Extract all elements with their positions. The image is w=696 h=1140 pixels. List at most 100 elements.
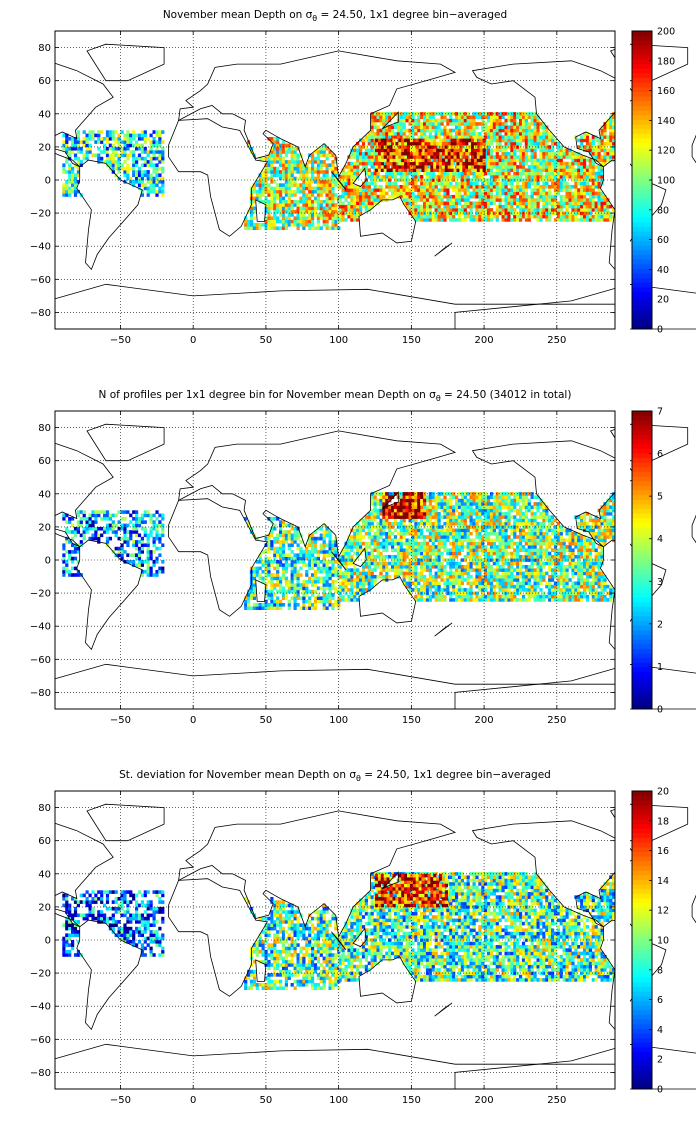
data-cell <box>457 132 462 136</box>
data-cell <box>287 536 291 541</box>
data-cell <box>524 214 528 219</box>
data-cell <box>418 141 422 146</box>
data-cell <box>284 533 288 538</box>
data-cell <box>273 140 277 144</box>
data-cell <box>126 510 130 514</box>
data-cell <box>331 540 335 544</box>
data-cell <box>431 218 435 222</box>
data-cell <box>489 218 494 222</box>
data-cell <box>319 180 323 184</box>
data-cell <box>473 151 478 156</box>
data-cell <box>311 533 315 538</box>
data-cell <box>328 153 332 158</box>
data-cell <box>367 584 371 589</box>
data-cell <box>417 214 421 219</box>
data-cell <box>347 555 351 559</box>
data-cell <box>388 185 392 189</box>
data-cell <box>571 178 575 182</box>
data-cell <box>392 158 396 163</box>
data-cell <box>308 596 312 600</box>
data-cell <box>449 115 453 119</box>
data-cell <box>73 183 78 187</box>
data-cell <box>556 185 560 189</box>
data-cell <box>252 573 256 577</box>
data-cell <box>609 204 613 209</box>
data-cell <box>487 211 491 216</box>
data-cell <box>279 523 283 528</box>
data-cell <box>556 178 560 182</box>
data-cell <box>361 155 366 159</box>
data-cell <box>536 161 540 166</box>
data-cell <box>123 140 127 144</box>
data-cell <box>530 165 534 169</box>
data-cell <box>267 166 271 171</box>
data-cell <box>539 208 543 212</box>
data-cell <box>270 226 274 230</box>
data-cell <box>456 161 460 166</box>
data-cell <box>302 219 306 224</box>
data-cell <box>425 201 430 206</box>
data-cell <box>530 158 534 163</box>
data-cell <box>594 185 598 189</box>
data-cell <box>548 175 552 179</box>
data-cell <box>287 166 291 171</box>
data-cell <box>504 218 508 222</box>
data-cell <box>385 135 389 139</box>
data-cell <box>385 185 389 189</box>
data-cell <box>302 206 306 211</box>
data-cell <box>460 211 464 216</box>
colorbar-swatch <box>632 319 652 325</box>
data-cell <box>135 546 139 551</box>
data-cell <box>562 171 566 176</box>
colorbar-swatch <box>632 245 652 251</box>
data-cell <box>440 218 444 222</box>
data-cell <box>600 158 604 163</box>
data-cell <box>580 175 584 179</box>
data-cell <box>287 586 291 591</box>
data-cell <box>489 201 494 206</box>
data-cell <box>290 540 294 544</box>
data-cell <box>504 135 508 139</box>
data-cell <box>152 513 156 518</box>
data-cell <box>296 586 300 591</box>
data-cell <box>606 125 610 129</box>
data-cell <box>347 165 351 169</box>
data-cell <box>553 175 558 179</box>
data-cell <box>401 148 405 153</box>
data-cell <box>425 181 430 186</box>
data-cell <box>536 122 540 126</box>
data-cell <box>524 122 528 126</box>
data-cell <box>383 165 387 169</box>
data-cell <box>97 130 101 134</box>
data-cell <box>504 171 508 176</box>
data-cell <box>364 198 368 202</box>
data-cell <box>460 118 464 123</box>
data-cell <box>296 176 300 181</box>
data-cell <box>334 160 338 164</box>
data-cell <box>353 218 357 222</box>
data-cell <box>311 573 315 577</box>
data-cell <box>504 161 508 166</box>
data-cell <box>100 150 104 154</box>
data-cell <box>456 158 460 163</box>
data-cell <box>533 171 537 176</box>
data-cell <box>489 198 494 202</box>
data-cell <box>293 530 297 534</box>
data-cell <box>361 185 366 189</box>
data-cell <box>373 531 377 536</box>
data-cell <box>533 208 537 212</box>
data-cell <box>347 548 351 552</box>
y-tick-label: −20 <box>30 209 51 220</box>
data-cell <box>273 193 277 197</box>
data-cell <box>472 132 476 136</box>
data-cell <box>481 191 485 196</box>
data-cell <box>331 180 335 184</box>
data-cell <box>434 175 438 179</box>
data-cell <box>571 214 575 219</box>
data-cell <box>475 201 479 206</box>
data-cell <box>322 150 326 154</box>
data-cell <box>379 132 383 136</box>
data-cell <box>290 586 294 591</box>
data-cell <box>249 606 254 610</box>
data-cell <box>120 550 124 554</box>
